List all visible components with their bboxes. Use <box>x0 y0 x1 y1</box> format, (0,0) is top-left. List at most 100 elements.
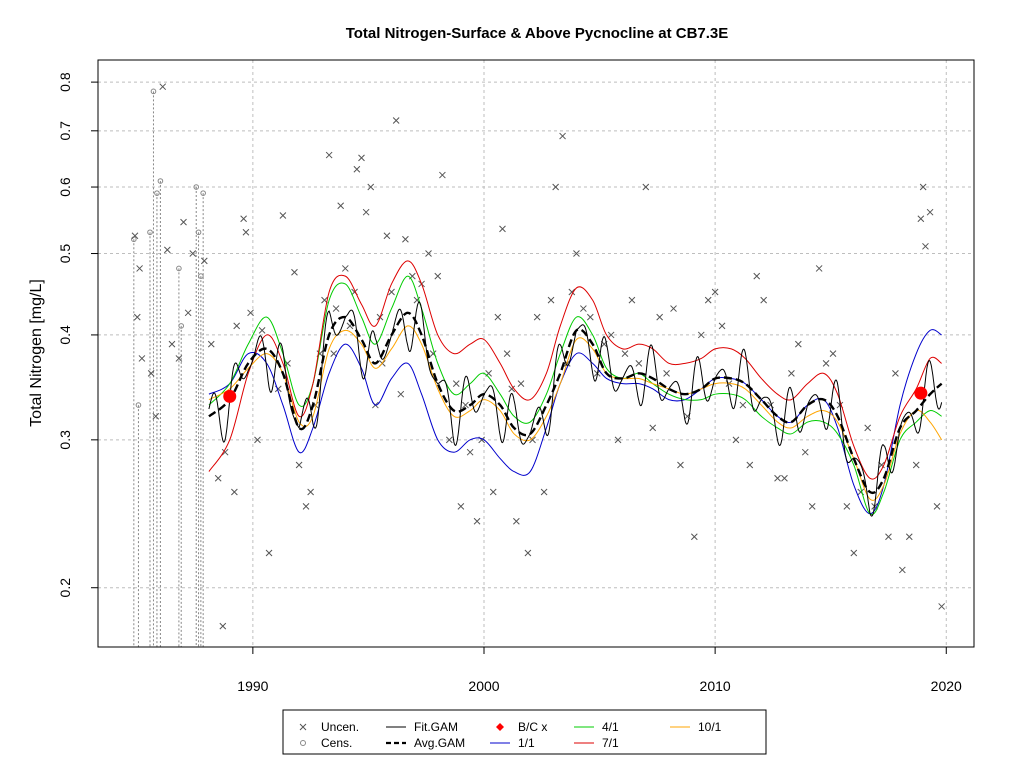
legend-item-f1: 1/1 <box>490 736 535 750</box>
y-axis: 0.2 0.3 0.4 0.5 0.6 0.7 0.8 <box>57 72 98 597</box>
legend-item-fit: Fit.GAM <box>386 720 458 734</box>
x-axis: 1990 2000 2010 2020 <box>237 647 962 694</box>
uncensored-point <box>397 390 405 398</box>
uncensored-point <box>808 502 816 510</box>
series-lines <box>208 260 943 517</box>
uncensored-point <box>152 412 160 420</box>
uncensored-point <box>214 474 222 482</box>
legend-label: Fit.GAM <box>414 720 458 734</box>
uncensored-point <box>358 154 365 162</box>
uncensored-point <box>131 232 139 240</box>
uncensored-point <box>614 436 622 444</box>
uncensored-point <box>677 461 684 469</box>
y-tick-label: 0.4 <box>57 325 73 345</box>
uncensored-point <box>138 355 146 362</box>
uncensored-point <box>499 225 506 233</box>
uncensored-point <box>621 350 629 357</box>
uncensored-point <box>635 359 643 367</box>
uncensored-point <box>175 355 183 362</box>
censored-point <box>178 323 185 329</box>
uncensored-point <box>912 461 920 469</box>
uncensored-point <box>663 369 670 377</box>
uncensored-point <box>513 517 520 525</box>
censored-point <box>135 402 142 408</box>
uncensored-point <box>746 461 754 469</box>
uncensored-point <box>628 296 636 304</box>
uncensored-point <box>425 250 432 257</box>
uncensored-point <box>656 313 664 321</box>
uncensored-point <box>279 212 287 219</box>
x-tick-label: 2000 <box>468 678 499 694</box>
uncensored-point <box>445 436 453 444</box>
x-tick-label: 1990 <box>237 678 268 694</box>
uncensored-point <box>781 474 788 482</box>
uncensored-point <box>718 322 726 330</box>
uncensored-point <box>919 183 927 191</box>
uncensored-point <box>938 603 945 610</box>
uncensored-point <box>291 268 298 276</box>
uncensored-point <box>159 83 167 91</box>
uncensored-point <box>367 183 375 191</box>
uncensored-point <box>133 313 141 321</box>
censored-point <box>176 265 182 272</box>
legend-label: Avg.GAM <box>414 736 465 750</box>
censored-point <box>154 190 160 196</box>
uncensored-point <box>168 340 176 348</box>
series-line-avg-gam <box>208 311 943 495</box>
censored-point <box>195 229 202 236</box>
censored-point <box>200 190 206 196</box>
legend-item-f10: 10/1 <box>670 720 722 734</box>
uncensored-point <box>922 242 929 250</box>
uncensored-point <box>332 305 340 312</box>
uncensored-point <box>552 183 559 191</box>
uncensored-point <box>885 533 892 541</box>
uncensored-point <box>258 327 266 334</box>
series-line-flow-10-1 <box>208 325 943 501</box>
uncensored-point <box>586 313 594 321</box>
chart-title: Total Nitrogen-Surface & Above Pycnoclin… <box>346 25 729 42</box>
legend-box <box>282 709 767 755</box>
uncensored-point <box>240 215 247 223</box>
uncensored-point <box>864 424 872 432</box>
uncensored-point <box>524 549 532 557</box>
uncensored-point <box>254 436 261 444</box>
censored-point <box>147 229 153 236</box>
censored-point <box>198 273 204 279</box>
uncensored-point <box>607 331 615 339</box>
uncensored-point <box>231 488 238 496</box>
uncensored-point <box>892 369 899 377</box>
legend-label: B/C x <box>518 720 547 734</box>
bc-points <box>223 386 928 403</box>
uncensored-point <box>517 380 525 387</box>
uncensored-point <box>341 265 349 272</box>
uncensored-point <box>559 132 566 140</box>
uncensored-point <box>533 313 541 321</box>
uncensored-point <box>540 488 548 496</box>
uncensored-point <box>774 474 781 482</box>
uncensored-point <box>207 340 215 348</box>
uncensored-point <box>383 232 391 240</box>
uncensored-point <box>753 272 761 280</box>
uncensored-point <box>794 340 802 348</box>
legend-symbol-diamond <box>496 723 504 731</box>
uncensored-point <box>711 288 719 296</box>
uncensored-point <box>362 208 370 216</box>
uncensored-point <box>457 502 465 510</box>
legend-item-f7: 7/1 <box>574 736 619 750</box>
uncensored-point <box>704 296 712 304</box>
uncensored-point <box>189 250 197 257</box>
series-line-fit-gam <box>208 301 943 517</box>
uncensored-point <box>580 305 587 312</box>
uncensored-point <box>489 488 497 496</box>
uncensored-point <box>302 502 310 510</box>
series-line-flow-1-1 <box>208 329 942 515</box>
series-line-flow-7-1 <box>208 260 942 480</box>
y-axis-title: Total Nitrogen [mg/L] <box>28 279 45 427</box>
legend-symbol-circle <box>300 740 306 746</box>
uncensored-point <box>330 350 338 357</box>
uncensored-point <box>337 202 345 210</box>
uncensored-point <box>829 350 837 357</box>
legend-label: Uncen. <box>321 720 359 734</box>
uncensored-point <box>221 448 229 456</box>
uncensored-point <box>788 369 795 377</box>
